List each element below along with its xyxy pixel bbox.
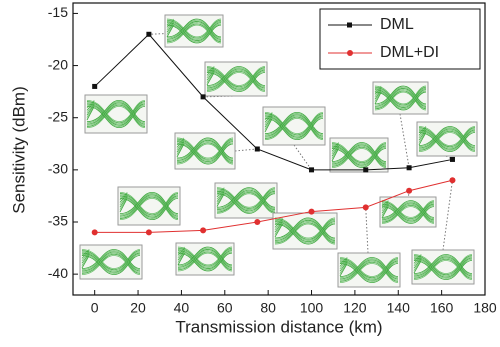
x-tick-label: 60 bbox=[217, 300, 233, 316]
legend-label: DML bbox=[380, 16, 414, 33]
legend-label: DML+DI bbox=[380, 44, 439, 61]
point bbox=[309, 167, 314, 172]
y-axis-title: Sensitivity (dBm) bbox=[9, 86, 28, 214]
point bbox=[92, 229, 98, 235]
x-tick-label: 80 bbox=[260, 300, 276, 316]
point bbox=[146, 229, 152, 235]
y-tick-label: -25 bbox=[48, 108, 68, 124]
point bbox=[200, 227, 206, 233]
eye-diagram bbox=[205, 62, 267, 96]
point bbox=[450, 157, 455, 162]
point bbox=[406, 188, 412, 194]
x-tick-label: 40 bbox=[174, 300, 190, 316]
eye-diagram bbox=[373, 82, 428, 114]
point bbox=[363, 204, 369, 210]
x-tick-label: 0 bbox=[91, 300, 99, 316]
eye-diagram bbox=[330, 138, 388, 172]
point bbox=[201, 94, 206, 99]
eye-diagram bbox=[215, 183, 277, 218]
point bbox=[255, 147, 260, 152]
eye-diagram bbox=[175, 133, 235, 169]
y-tick-label: -15 bbox=[48, 4, 68, 20]
eye-diagram bbox=[118, 187, 180, 225]
eye-diagram bbox=[412, 250, 474, 284]
y-tick-label: -35 bbox=[48, 213, 68, 229]
y-tick-label: -30 bbox=[48, 161, 68, 177]
eye-diagram bbox=[80, 245, 142, 279]
point bbox=[254, 219, 260, 225]
inset-connector bbox=[235, 149, 257, 151]
eye-diagram bbox=[417, 122, 477, 156]
inset-connector bbox=[366, 207, 368, 253]
chart: Transmission distance (km) Sensitivity (… bbox=[0, 0, 500, 347]
point bbox=[309, 209, 315, 215]
point bbox=[363, 167, 368, 172]
eye-diagram bbox=[338, 253, 400, 287]
x-tick-label: 140 bbox=[387, 300, 411, 316]
x-tick-label: 100 bbox=[300, 300, 324, 316]
eye-diagram bbox=[85, 95, 147, 133]
inset-connector bbox=[400, 114, 409, 168]
eye-diagram bbox=[380, 197, 436, 227]
point bbox=[146, 32, 151, 37]
y-tick-label: -40 bbox=[48, 265, 68, 281]
eye-diagram bbox=[263, 107, 325, 145]
x-axis-title: Transmission distance (km) bbox=[175, 317, 382, 336]
point bbox=[449, 177, 455, 183]
eye-diagram bbox=[273, 213, 337, 249]
legend-marker bbox=[347, 23, 352, 28]
eye-diagram bbox=[176, 243, 234, 275]
x-tick-label: 120 bbox=[343, 300, 367, 316]
x-tick-label: 160 bbox=[430, 300, 454, 316]
legend-marker bbox=[347, 50, 353, 56]
inset-connector bbox=[443, 180, 452, 250]
point bbox=[407, 165, 412, 170]
x-tick-label: 180 bbox=[473, 300, 497, 316]
eye-diagram bbox=[165, 15, 223, 47]
x-tick-label: 20 bbox=[130, 300, 146, 316]
point bbox=[92, 84, 97, 89]
y-tick-label: -20 bbox=[48, 56, 68, 72]
